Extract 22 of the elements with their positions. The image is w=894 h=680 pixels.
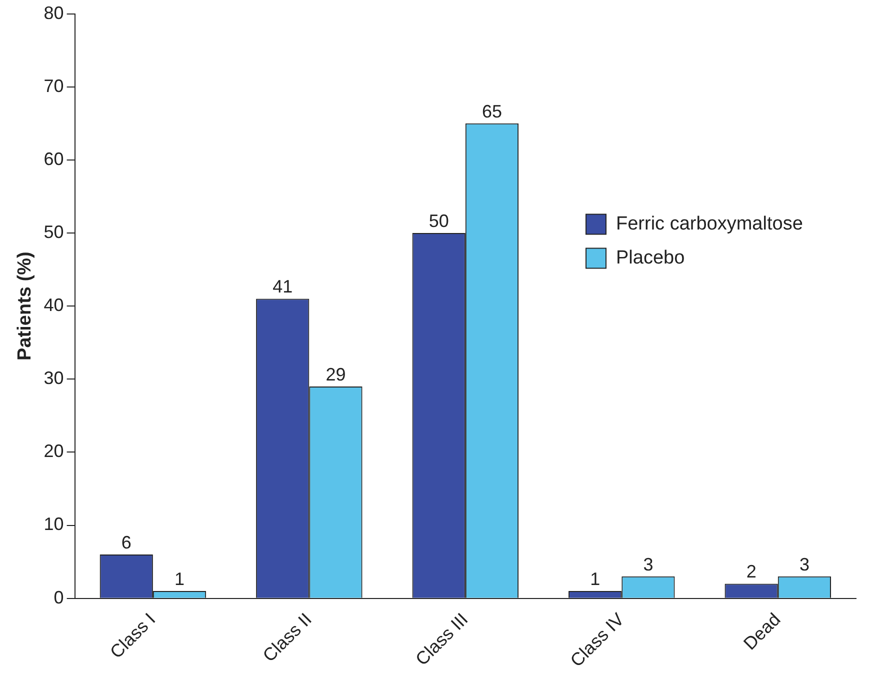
data-label: 2 xyxy=(746,562,756,582)
y-tick-label: 20 xyxy=(44,441,64,462)
y-tick-label: 50 xyxy=(44,222,64,242)
y-tick-label: 30 xyxy=(44,368,64,388)
data-label: 1 xyxy=(174,569,185,589)
data-label: 50 xyxy=(428,210,449,231)
y-tick-label: 60 xyxy=(44,148,64,169)
data-label: 3 xyxy=(799,554,810,574)
y-tick-label: 80 xyxy=(44,2,64,23)
y-tick-label: 70 xyxy=(44,76,64,96)
legend-label: Placebo xyxy=(616,247,685,268)
data-label: 3 xyxy=(643,554,654,574)
data-label: 65 xyxy=(482,101,502,122)
y-tick-label: 40 xyxy=(44,295,64,316)
y-tick-label: 10 xyxy=(44,514,64,534)
y-tick-label: 0 xyxy=(54,587,64,608)
y-axis-title: Patients (%) xyxy=(14,252,36,360)
data-label: 1 xyxy=(590,569,600,589)
data-label: 6 xyxy=(121,532,132,552)
data-label: 41 xyxy=(272,276,293,297)
data-label: 29 xyxy=(326,364,346,384)
legend-label: Ferric carboxymaltose xyxy=(616,213,803,234)
